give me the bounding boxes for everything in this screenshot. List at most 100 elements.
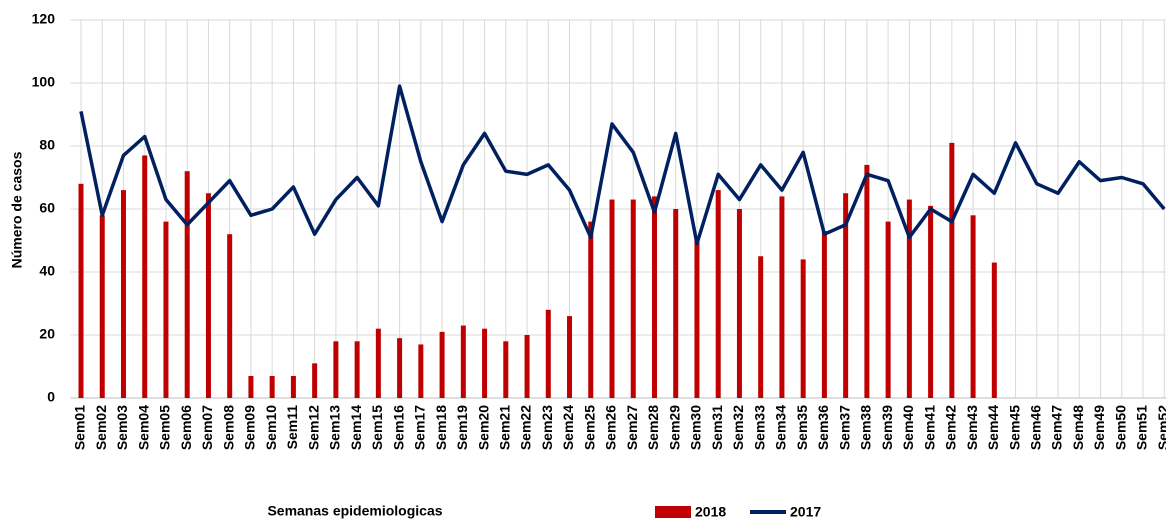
x-tick-label: Sem28 (645, 405, 661, 450)
bar (503, 341, 509, 398)
x-tick-label: Sem08 (220, 405, 236, 450)
x-tick-label: Sem24 (560, 405, 576, 450)
x-tick-label: Sem33 (751, 405, 767, 450)
bar (163, 221, 169, 398)
x-tick-label: Sem23 (539, 405, 555, 450)
x-tick-label: Sem14 (348, 405, 364, 450)
x-tick-label: Sem38 (858, 405, 874, 450)
bar (630, 199, 636, 398)
bar (779, 196, 785, 398)
bar (397, 338, 403, 398)
bar (120, 190, 126, 398)
x-tick-label: Sem20 (475, 405, 491, 450)
bar (694, 240, 700, 398)
x-tick-label: Sem22 (518, 405, 534, 450)
x-tick-label: Sem05 (157, 405, 173, 450)
y-tick-label: 100 (32, 74, 56, 90)
x-tick-label: Sem32 (730, 405, 746, 450)
x-tick-label: Sem35 (794, 405, 810, 450)
legend-swatch (655, 506, 691, 518)
bar (715, 190, 721, 398)
bar (885, 221, 891, 398)
x-tick-label: Sem15 (369, 405, 385, 450)
bar (418, 344, 424, 398)
bar (651, 196, 657, 398)
bar (78, 183, 84, 398)
x-tick-label: Sem10 (263, 405, 279, 450)
legend-label: 2018 (695, 504, 726, 520)
bar (673, 209, 679, 398)
bar (991, 262, 997, 398)
x-tick-label: Sem06 (178, 405, 194, 450)
bar (545, 309, 551, 398)
x-tick-label: Sem49 (1091, 405, 1107, 450)
bar (312, 363, 318, 398)
bar (354, 341, 360, 398)
x-tick-label: Sem19 (454, 405, 470, 450)
y-axis-label: Número de casos (9, 151, 25, 268)
x-tick-label: Sem27 (624, 405, 640, 450)
x-tick-label: Sem11 (284, 405, 300, 450)
y-tick-label: 60 (39, 200, 55, 216)
x-tick-label: Sem16 (390, 405, 406, 450)
x-tick-label: Sem17 (412, 405, 428, 450)
x-tick-label: Sem51 (1134, 405, 1150, 450)
x-tick-label: Sem02 (93, 405, 109, 450)
x-tick-label: Sem31 (709, 405, 725, 450)
x-tick-label: Sem42 (943, 405, 959, 450)
x-tick-label: Sem50 (1112, 405, 1128, 450)
bar (800, 259, 806, 398)
bar (333, 341, 339, 398)
bar (184, 171, 190, 398)
legend-label: 2017 (790, 504, 821, 520)
bar (864, 164, 870, 398)
x-tick-label: Sem52 (1155, 405, 1166, 450)
x-tick-label: Sem01 (72, 405, 88, 450)
x-tick-label: Sem40 (900, 405, 916, 450)
bar (843, 193, 849, 398)
bar (227, 234, 233, 398)
y-tick-label: 20 (39, 326, 55, 342)
bar (970, 215, 976, 398)
x-tick-label: Sem46 (1028, 405, 1044, 450)
bar (736, 209, 742, 398)
x-tick-label: Sem30 (688, 405, 704, 450)
bar (460, 325, 466, 398)
bar (99, 215, 105, 398)
x-tick-label: Sem04 (135, 405, 151, 450)
x-tick-label: Sem41 (921, 405, 937, 450)
x-tick-label: Sem12 (305, 405, 321, 450)
bar (928, 205, 934, 398)
line (79, 84, 1166, 246)
bar (375, 328, 381, 398)
x-tick-label: Sem36 (815, 405, 831, 450)
bar (567, 316, 573, 398)
bar (142, 155, 148, 398)
x-tick-label: Sem25 (581, 405, 597, 450)
bar (269, 375, 275, 398)
x-tick-label: Sem18 (433, 405, 449, 450)
x-axis-label: Semanas epidemiologicas (267, 503, 442, 519)
bar (290, 375, 296, 398)
bar (906, 199, 912, 398)
x-tick-label: Sem48 (1070, 405, 1086, 450)
bar (482, 328, 488, 398)
x-tick-label: Sem07 (199, 405, 215, 450)
bar (949, 142, 955, 398)
bar (821, 231, 827, 398)
bar (205, 193, 211, 398)
x-tick-label: Sem21 (497, 405, 513, 450)
x-tick-label: Sem09 (242, 405, 258, 450)
x-tick-label: Sem44 (985, 405, 1001, 450)
y-tick-label: 0 (47, 389, 55, 405)
x-tick-label: Sem37 (836, 405, 852, 450)
bar (609, 199, 615, 398)
y-tick-label: 80 (39, 137, 55, 153)
bar (758, 256, 764, 398)
x-tick-label: Sem34 (773, 405, 789, 450)
x-tick-label: Sem13 (327, 405, 343, 450)
y-tick-label: 120 (32, 11, 56, 27)
bar (588, 221, 594, 398)
bar (248, 375, 254, 398)
